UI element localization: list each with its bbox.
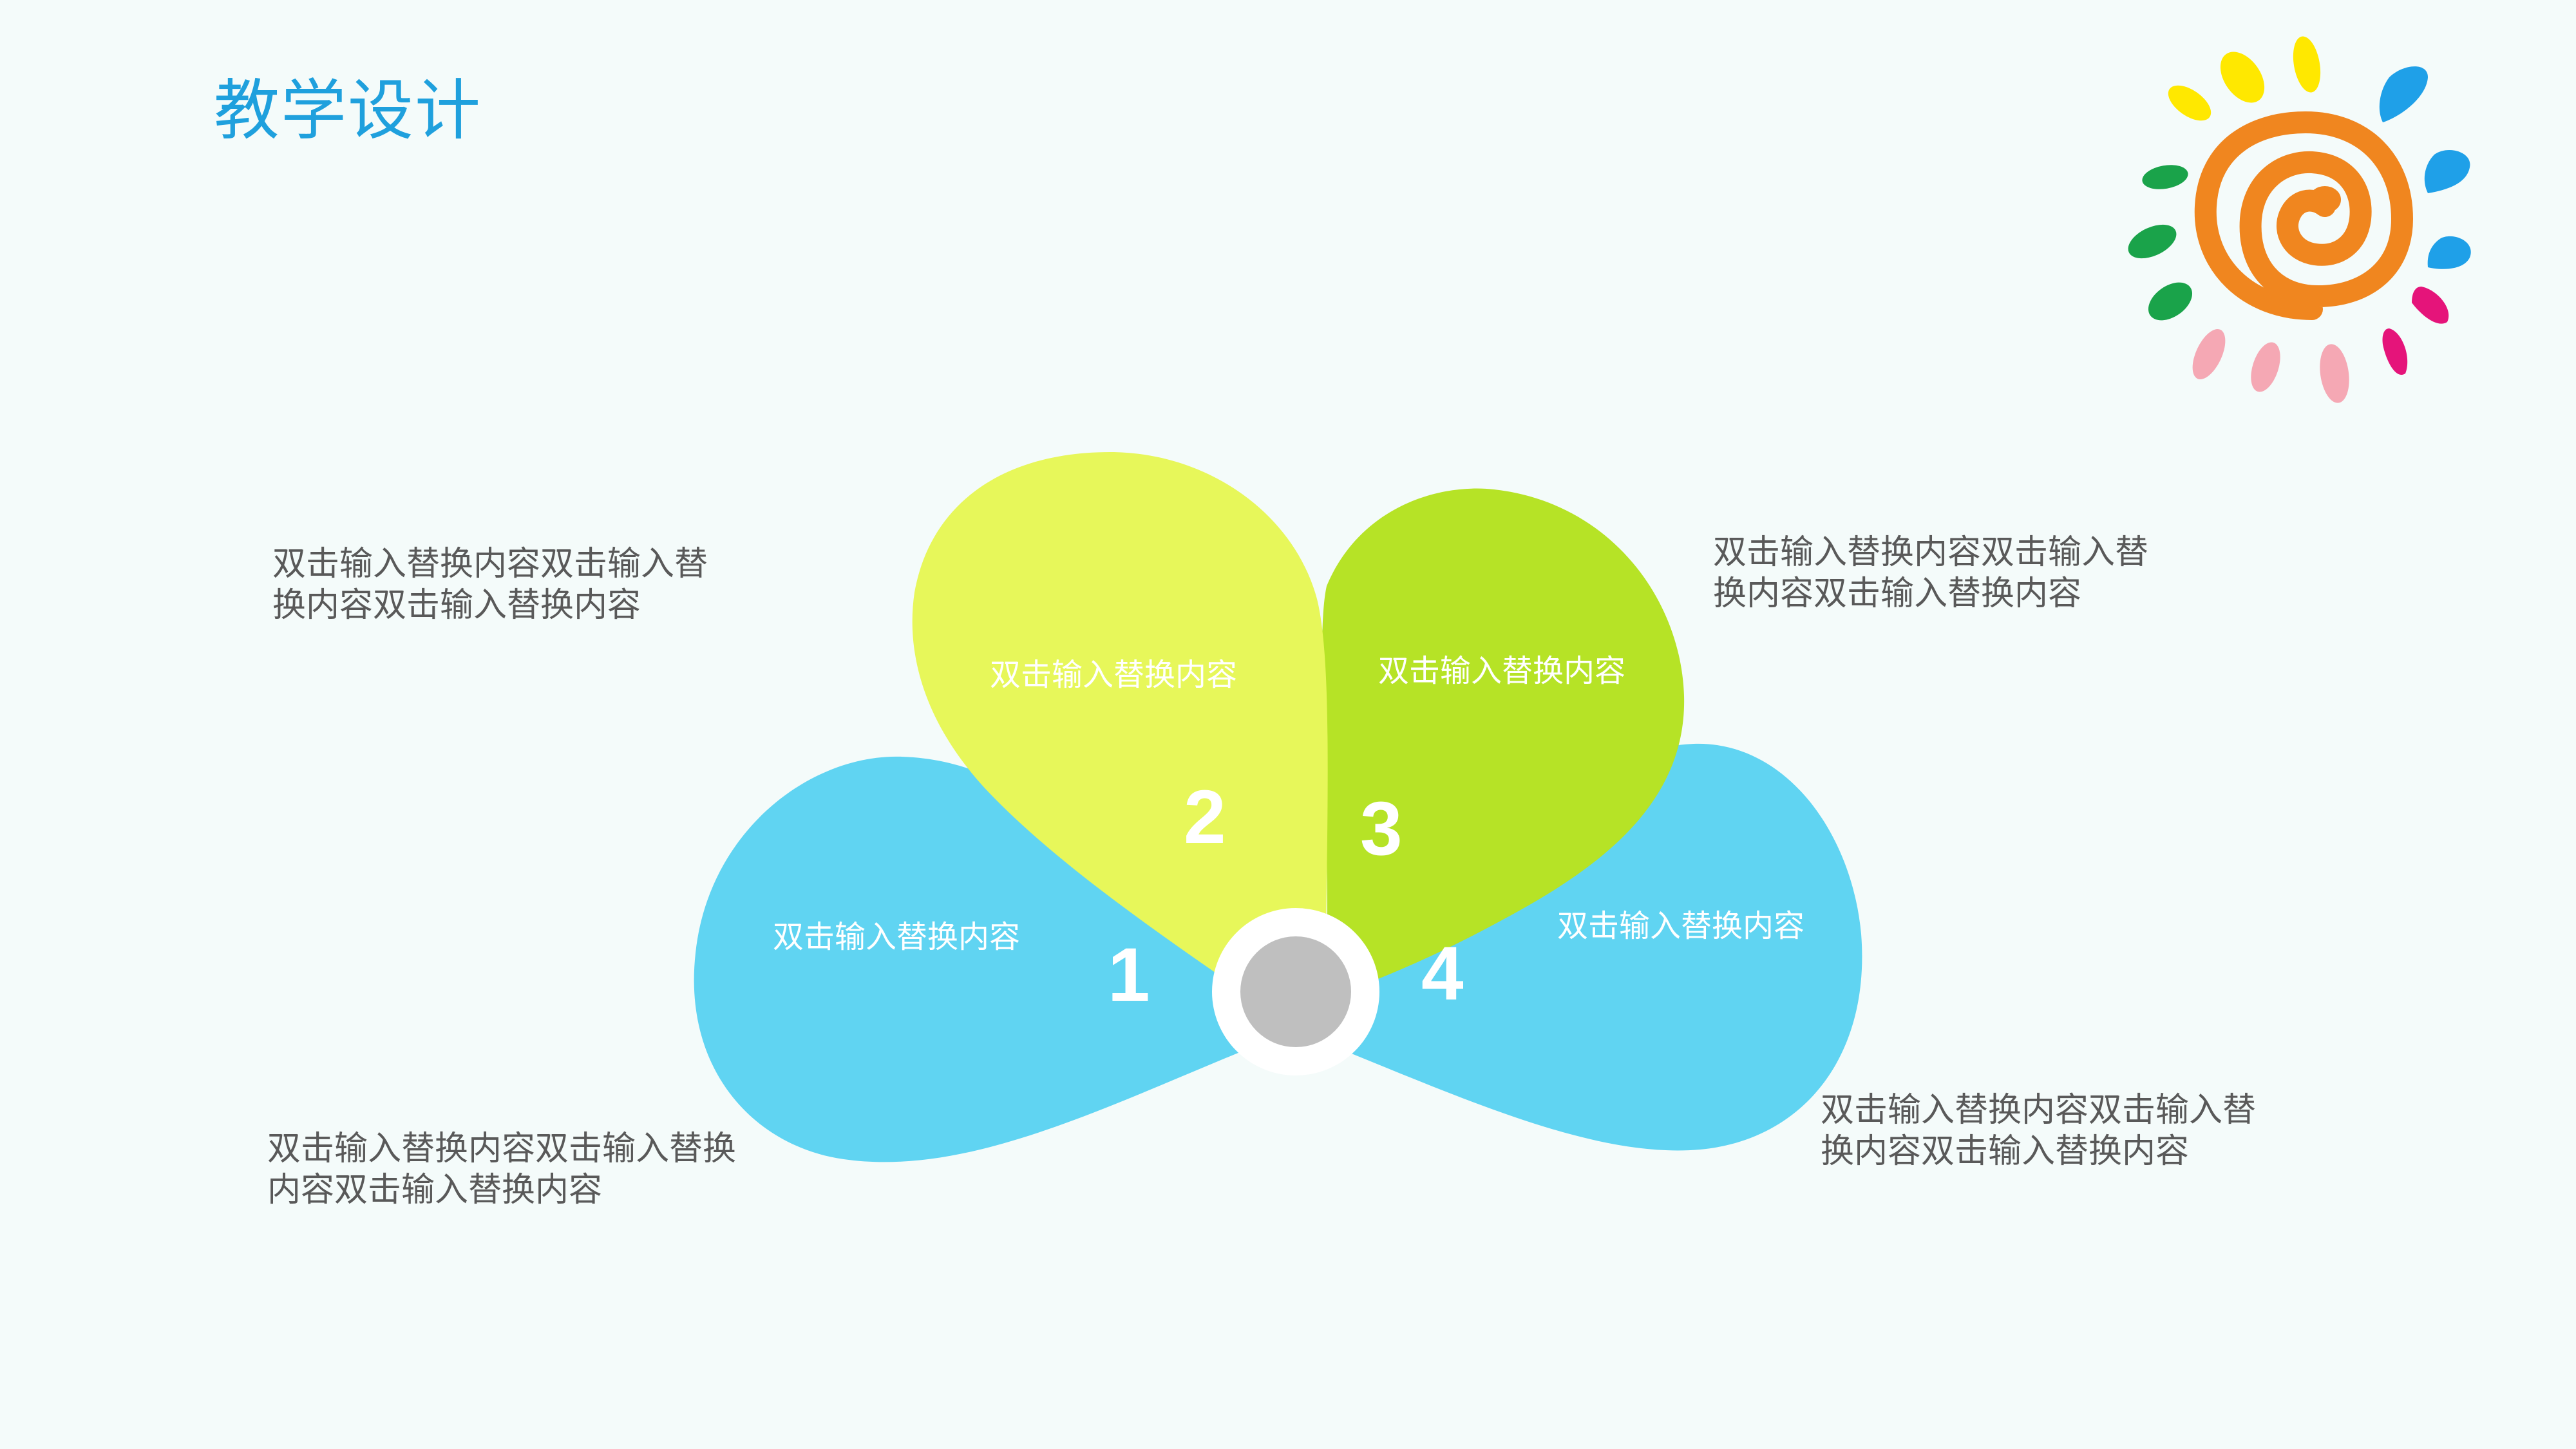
side-text-bottom-left: 双击输入替换内容双击输入替换内容双击输入替换内容 — [267, 1130, 737, 1209]
petal-4-number: 4 — [1421, 931, 1464, 1016]
petal-4-label: 双击输入替换内容 — [1557, 908, 1805, 944]
sun-icon — [2128, 36, 2471, 403]
petal-3-number: 3 — [1360, 786, 1403, 871]
petal-4-shape — [1294, 743, 1862, 1151]
petal-1-label: 双击输入替换内容 — [773, 919, 1021, 955]
center-dot — [1240, 936, 1351, 1047]
petal-3-shape — [1321, 488, 1685, 998]
petal-1-number: 1 — [1108, 933, 1150, 1018]
page-title: 教学设计 — [214, 73, 482, 149]
petal-2-label: 双击输入替换内容 — [990, 657, 1238, 693]
side-text-top-right: 双击输入替换内容双击输入替换内容双击输入替换内容 — [1713, 533, 2149, 613]
petal-1-shape — [694, 756, 1294, 1162]
petal-2-number: 2 — [1184, 775, 1226, 860]
petal-3-label: 双击输入替换内容 — [1378, 653, 1626, 689]
side-text-bottom-right: 双击输入替换内容双击输入替换内容双击输入替换内容 — [1821, 1091, 2257, 1171]
petal-2-shape — [912, 451, 1328, 1003]
side-text-top-left: 双击输入替换内容双击输入替换内容双击输入替换内容 — [272, 545, 708, 625]
